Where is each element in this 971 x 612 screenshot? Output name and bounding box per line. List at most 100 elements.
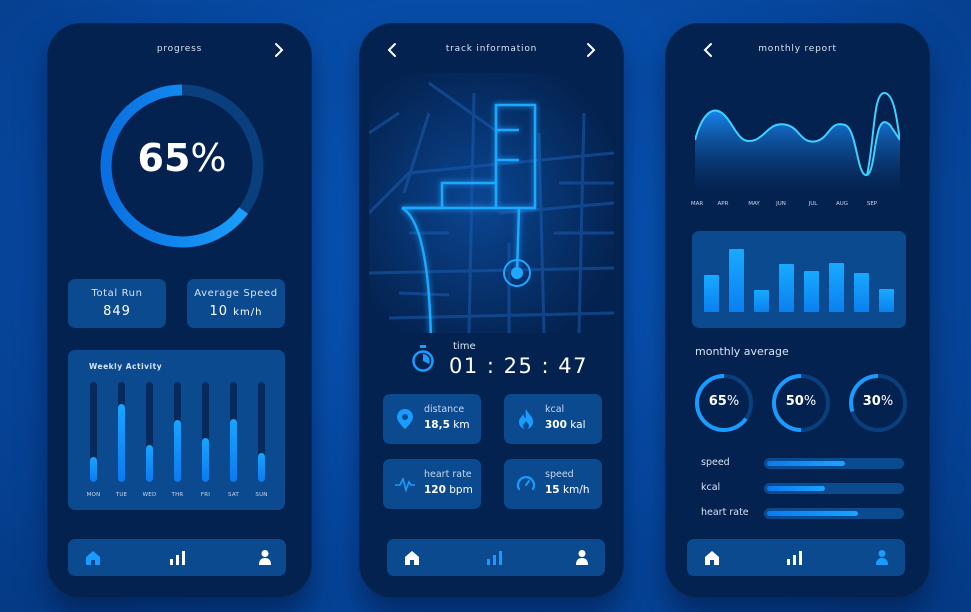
weekly-bar bbox=[202, 382, 209, 482]
monthly-area-chart bbox=[695, 92, 900, 193]
average-ring bbox=[695, 374, 753, 432]
speed-card: speed 15 km/h bbox=[504, 459, 602, 509]
chevron-right-icon[interactable] bbox=[584, 42, 598, 58]
metric-label: speed bbox=[545, 469, 574, 480]
chevron-right-icon[interactable] bbox=[272, 42, 286, 58]
monthly-bar bbox=[729, 248, 744, 312]
progress-screen: progress 65% Total Run 849 Average Speed… bbox=[47, 23, 312, 598]
progress-percent: 65% bbox=[137, 136, 227, 180]
time-value: 01 : 25 : 47 bbox=[449, 354, 589, 378]
progress-bar bbox=[764, 508, 904, 519]
home-icon[interactable] bbox=[403, 549, 421, 566]
weekly-activity-card: Weekly Activity MON TUE WED THR FRI SAT SUN bbox=[68, 350, 285, 510]
home-icon[interactable] bbox=[84, 549, 102, 566]
weekly-bar bbox=[258, 382, 265, 482]
average-ring bbox=[849, 374, 907, 432]
screen-title: monthly report bbox=[758, 44, 837, 54]
weekly-bar bbox=[146, 382, 153, 482]
stat-label: Total Run bbox=[91, 288, 143, 299]
profile-icon[interactable] bbox=[873, 549, 891, 566]
weekly-bar-fill bbox=[202, 438, 209, 482]
header: progress bbox=[47, 23, 312, 78]
monthly-bar bbox=[779, 264, 794, 312]
stats-icon[interactable] bbox=[485, 549, 503, 566]
stats-icon[interactable] bbox=[168, 549, 186, 566]
bar-label: heart rate bbox=[701, 507, 749, 518]
day-label: SAT bbox=[228, 492, 239, 498]
weekly-bar-fill bbox=[230, 419, 237, 482]
distance-card: distance 18,5 km bbox=[383, 394, 481, 444]
day-label: SUN bbox=[255, 492, 268, 498]
progress-ring bbox=[100, 84, 264, 248]
bottom-nav bbox=[68, 539, 286, 576]
month-label: SEP bbox=[866, 201, 878, 207]
header: monthly report bbox=[665, 23, 930, 78]
month-label: JUL bbox=[808, 201, 818, 207]
chevron-left-icon[interactable] bbox=[385, 42, 399, 58]
bar-label: speed bbox=[701, 457, 730, 468]
month-label: MAR bbox=[690, 201, 704, 207]
metric-value: 15 km/h bbox=[545, 484, 590, 496]
header: track information bbox=[359, 23, 624, 78]
progress-bar-fill bbox=[767, 511, 859, 516]
monthly-bar bbox=[754, 289, 769, 312]
weekly-bar bbox=[90, 382, 97, 482]
monthly-average-title: monthly average bbox=[695, 345, 789, 358]
stopwatch-icon bbox=[411, 345, 435, 373]
weekly-bar-fill bbox=[118, 404, 125, 482]
month-label: AUG bbox=[835, 201, 849, 207]
stat-value: 10 km/h bbox=[209, 304, 263, 319]
progress-bar bbox=[764, 483, 904, 494]
bottom-nav bbox=[687, 539, 905, 576]
monthly-bar-chart-card bbox=[692, 231, 906, 328]
monthly-bar bbox=[829, 263, 844, 312]
bottom-nav bbox=[387, 539, 605, 576]
metric-value: 120 bpm bbox=[424, 484, 473, 496]
screen-title: progress bbox=[156, 44, 203, 54]
weekly-bar-fill bbox=[174, 420, 181, 482]
average-ring-value: 65% bbox=[708, 394, 740, 409]
stat-label: Average Speed bbox=[194, 288, 278, 299]
progress-bar-fill bbox=[767, 486, 825, 491]
total-run-card: Total Run 849 bbox=[68, 279, 166, 328]
progress-bar bbox=[764, 458, 904, 469]
monthly-report-screen: monthly report MAR APR MAY JUN JUL AUG SEP mon… bbox=[665, 23, 930, 598]
month-label: JUN bbox=[776, 201, 786, 207]
heartbeat-icon bbox=[395, 473, 415, 495]
speedometer-icon bbox=[516, 473, 536, 495]
average-ring-value: 30% bbox=[862, 394, 894, 409]
metric-label: distance bbox=[424, 404, 465, 415]
day-label: WED bbox=[142, 492, 157, 498]
weekly-bar-fill bbox=[146, 445, 153, 482]
weekly-bar bbox=[118, 382, 125, 482]
average-ring bbox=[772, 374, 830, 432]
time-label: time bbox=[453, 341, 476, 352]
route-map[interactable] bbox=[369, 73, 614, 333]
weekly-bar-fill bbox=[258, 453, 265, 482]
screen-title: track information bbox=[445, 44, 538, 54]
profile-icon[interactable] bbox=[256, 549, 274, 566]
stats-icon[interactable] bbox=[785, 549, 803, 566]
metric-value: 300 kal bbox=[545, 419, 586, 431]
weekly-bar bbox=[174, 382, 181, 482]
stat-value: 849 bbox=[103, 304, 131, 319]
day-label: THR bbox=[171, 492, 184, 498]
monthly-bar bbox=[854, 272, 869, 312]
month-label: MAY bbox=[748, 201, 760, 207]
metric-value: 18,5 km bbox=[424, 419, 470, 431]
heart-rate-card: heart rate 120 bpm bbox=[383, 459, 481, 509]
bar-label: kcal bbox=[701, 482, 721, 493]
day-label: MON bbox=[86, 492, 101, 498]
month-label: APR bbox=[717, 201, 729, 207]
monthly-bar bbox=[879, 288, 894, 312]
weekly-bar-fill bbox=[90, 457, 97, 482]
track-information-screen: track information time 01 : 25 : 47 bbox=[359, 23, 624, 598]
progress-bar-fill bbox=[767, 461, 845, 466]
monthly-bar bbox=[704, 274, 719, 312]
chevron-left-icon[interactable] bbox=[701, 42, 715, 58]
profile-icon[interactable] bbox=[573, 549, 591, 566]
home-icon[interactable] bbox=[703, 549, 721, 566]
weekly-activity-title: Weekly Activity bbox=[89, 362, 163, 371]
metric-label: heart rate bbox=[424, 469, 472, 480]
day-label: TUE bbox=[115, 492, 128, 498]
